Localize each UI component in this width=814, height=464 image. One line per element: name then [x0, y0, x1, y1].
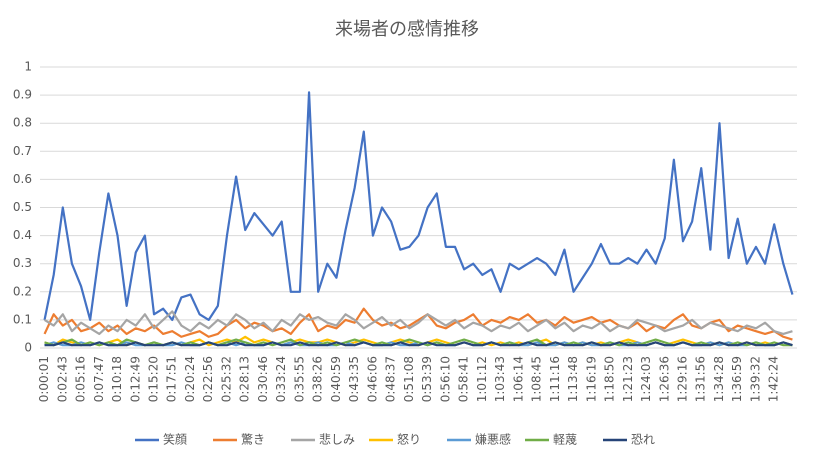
legend-label: 恐れ	[631, 433, 655, 447]
x-tick-label: 0:07:47	[92, 356, 106, 402]
x-tick-label: 1:24:03	[639, 356, 653, 402]
x-tick-label: 1:39:32	[748, 356, 762, 402]
x-tick-label: 0:30:46	[256, 356, 270, 402]
x-tick-label: 0:12:49	[128, 356, 142, 402]
y-tick-label: 0.8	[13, 116, 32, 130]
x-tick-label: 1:11:16	[548, 356, 562, 402]
y-tick-label: 0	[24, 341, 32, 355]
x-tick-label: 0:10:18	[110, 356, 124, 402]
legend-label: 怒り	[397, 432, 421, 447]
x-tick-label: 1:31:56	[694, 356, 708, 402]
series-line	[44, 341, 793, 347]
x-tick-label: 0:00:01	[37, 356, 51, 402]
y-tick-label: 0.2	[13, 284, 32, 298]
x-tick-label: 1:21:23	[621, 356, 635, 402]
x-tick-label: 0:48:37	[384, 356, 398, 402]
x-tick-label: 0:40:59	[329, 356, 343, 402]
x-tick-label: 0:38:26	[311, 356, 325, 402]
x-tick-label: 1:06:14	[511, 356, 525, 402]
y-tick-label: 0.4	[13, 228, 32, 242]
x-tick-label: 0:17:51	[165, 356, 179, 402]
x-tick-label: 1:26:36	[657, 356, 671, 402]
x-tick-label: 0:15:20	[147, 356, 161, 402]
y-tick-label: 0.3	[13, 256, 32, 270]
x-tick-label: 0:25:32	[219, 356, 233, 402]
x-tick-label: 0:05:16	[74, 356, 88, 402]
y-tick-label: 0.7	[13, 144, 32, 158]
x-tick-label: 0:53:39	[420, 356, 434, 402]
x-tick-label: 0:43:35	[347, 356, 361, 402]
x-tick-label: 0:02:43	[55, 356, 69, 402]
x-tick-label: 1:34:28	[712, 356, 726, 402]
y-tick-label: 0.6	[13, 172, 32, 186]
y-tick-label: 0.5	[13, 200, 32, 214]
legend-label: 軽蔑	[553, 433, 577, 447]
legend-label: 笑顔	[163, 432, 187, 447]
x-tick-label: 1:29:16	[675, 356, 689, 402]
x-tick-label: 0:28:13	[238, 356, 252, 402]
legend-label: 嫌悪感	[475, 432, 511, 447]
x-tick-label: 0:20:24	[183, 356, 197, 402]
x-tick-label: 0:46:06	[365, 356, 379, 402]
series-line	[43, 307, 793, 341]
x-tick-label: 1:03:43	[493, 356, 507, 402]
x-tick-label: 0:22:56	[201, 356, 215, 402]
y-tick-label: 0.1	[13, 312, 32, 326]
x-tick-label: 0:56:10	[438, 356, 452, 402]
x-tick-label: 1:13:48	[566, 356, 580, 402]
x-tick-label: 1:18:50	[603, 356, 617, 402]
chart-title: 来場者の感情推移	[335, 19, 479, 40]
x-tick-label: 1:08:45	[530, 356, 544, 402]
legend-label: 悲しみ	[319, 432, 355, 447]
x-tick-label: 1:42:24	[767, 356, 781, 402]
x-tick-label: 1:01:12	[475, 356, 489, 402]
x-tick-label: 0:58:41	[457, 356, 471, 402]
x-tick-label: 0:33:24	[274, 356, 288, 402]
x-tick-label: 0:51:08	[402, 356, 416, 402]
x-tick-label: 1:36:59	[730, 356, 744, 402]
y-tick-label: 1	[24, 60, 32, 74]
x-tick-label: 1:16:19	[584, 356, 598, 402]
legend-label: 驚き	[241, 432, 265, 447]
y-tick-label: 0.9	[13, 88, 32, 102]
series-line	[43, 310, 793, 336]
series-line	[43, 91, 794, 321]
x-tick-label: 0:35:55	[292, 356, 306, 402]
